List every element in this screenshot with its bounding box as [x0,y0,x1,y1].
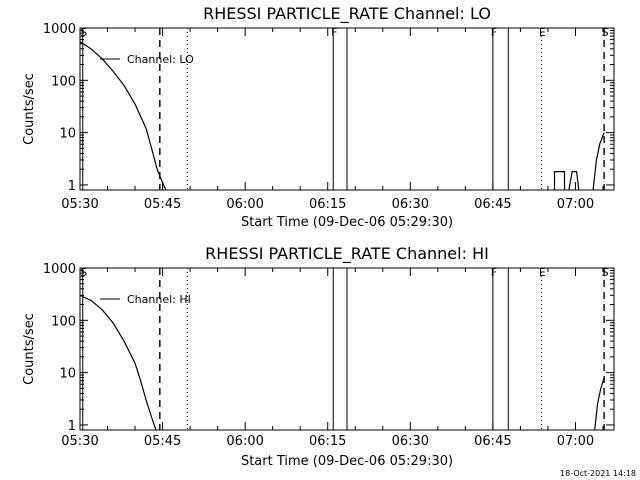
series-line [553,171,566,190]
x-tick-label: 07:00 [557,197,594,212]
x-tick-label: 05:30 [61,434,98,449]
series-line [80,294,157,430]
event-marker-label: F [331,26,337,39]
y-tick-label: 1 [68,179,76,194]
timestamp: 18-Oct-2021 14:18 [560,469,636,478]
y-tick-label: 1000 [43,22,76,37]
legend-label: Channel: LO [127,53,194,66]
x-tick-label: 06:00 [226,434,263,449]
y-axis-label: Counts/sec [22,313,37,385]
series-line [568,171,580,190]
x-tick-label: 05:30 [61,197,98,212]
y-axis-label: Counts/sec [22,73,37,145]
event-marker-label: E [539,266,546,279]
x-tick-label: 05:45 [144,197,181,212]
legend-label: Channel: HI [127,293,191,306]
x-tick-label: 06:30 [392,197,429,212]
series-line [594,377,605,430]
x-axis-label: Start Time (09-Dec-06 05:29:30) [241,215,453,230]
x-tick-label: 06:30 [392,434,429,449]
y-tick-label: 1 [68,419,76,434]
x-tick-label: 07:00 [557,434,594,449]
chart-title: RHESSI PARTICLE_RATE Channel: LO [203,4,491,24]
panel-hi: RHESSI PARTICLE_RATE Channel: HI 1 10 100 10… [22,244,615,469]
panel-lo: RHESSI PARTICLE_RATE Channel: LO 1 10 100 10… [22,4,615,230]
x-tick-label: 06:15 [309,197,346,212]
y-tick-label: 10 [59,367,76,382]
event-marker-label: S [602,26,609,39]
x-axis-label: Start Time (09-Dec-06 05:29:30) [241,454,453,469]
event-marker-label: F [491,26,497,39]
y-tick-label: 100 [51,314,76,329]
event-marker-label: S [602,266,609,279]
series-line [592,132,605,190]
event-marker-label: S [80,26,87,39]
y-tick-label: 100 [51,74,76,89]
x-tick-label: 06:00 [226,197,263,212]
x-tick-label: 05:45 [144,434,181,449]
chart-title: RHESSI PARTICLE_RATE Channel: HI [205,244,489,264]
y-tick-label: 1000 [43,262,76,277]
x-tick-label: 06:15 [309,434,346,449]
y-tick-label: 10 [59,127,76,142]
event-marker-label: F [491,266,497,279]
x-tick-label: 06:45 [474,197,511,212]
series-line [80,41,167,190]
x-tick-label: 06:45 [474,434,511,449]
event-marker-label: S [80,266,87,279]
event-marker-label: E [539,26,546,39]
